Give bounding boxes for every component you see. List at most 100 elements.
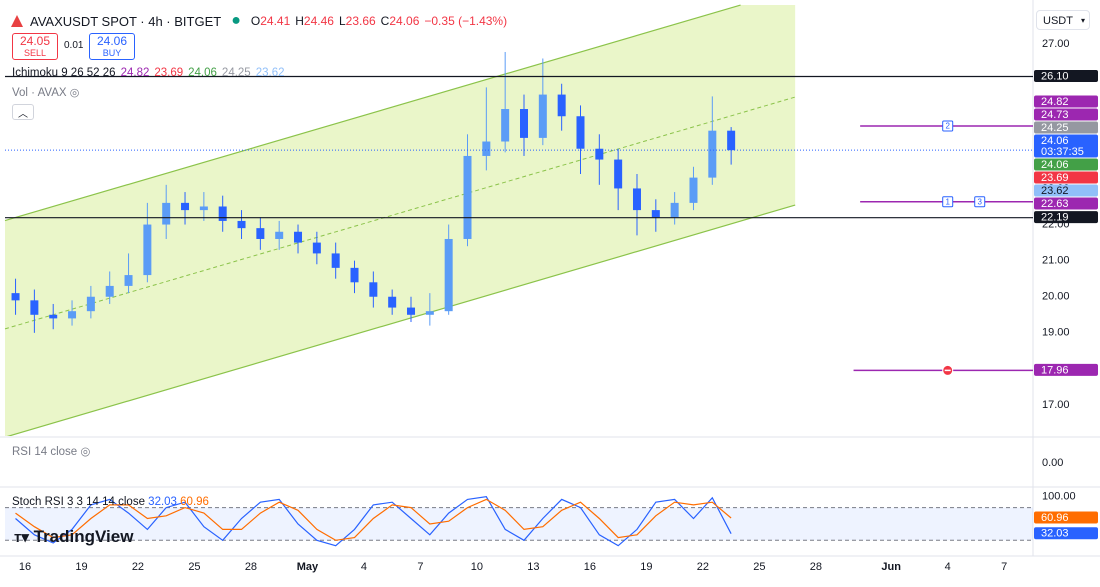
y-tick-label: 100.00	[1042, 491, 1076, 503]
x-tick-label: 13	[527, 561, 539, 573]
candle-body	[30, 300, 39, 315]
candle-body	[670, 202, 679, 218]
candle-body	[105, 285, 114, 297]
x-tick-label: 10	[471, 561, 483, 573]
candle-body	[463, 155, 472, 239]
ichimoku-value: 23.62	[255, 67, 285, 79]
price-tag	[1034, 211, 1098, 224]
stoch-title: Stoch RSI 3 3 14 14 close	[12, 496, 145, 508]
price-tag	[1034, 171, 1098, 184]
price-tag-label: 23.69	[1041, 172, 1069, 184]
ohlc-key: C	[380, 14, 390, 28]
eye-icon[interactable]: ◎	[69, 87, 80, 99]
ray-marker-label: 2	[945, 122, 950, 131]
logo-mark: ᴛ▾	[14, 529, 29, 546]
candle-body	[331, 253, 340, 268]
price-tag	[1034, 158, 1098, 171]
price-tag	[1034, 511, 1098, 524]
channel-fill	[5, 5, 796, 436]
candle-body	[595, 148, 604, 160]
x-tick-label: 28	[245, 561, 257, 573]
candle-body	[275, 231, 284, 239]
logo-text: TradingView	[33, 527, 134, 546]
candle-body	[294, 231, 303, 243]
candle-body	[124, 275, 133, 286]
candle-body	[143, 224, 152, 276]
candle-body	[181, 202, 190, 211]
x-tick-label: 19	[75, 561, 87, 573]
rsi-legend[interactable]: RSI 14 close ◎	[12, 444, 90, 458]
sell-button[interactable]: 24.05 SELL	[12, 33, 58, 60]
buy-label: BUY	[102, 48, 122, 58]
plot	[4, 4, 796, 436]
plot	[5, 496, 1033, 547]
price-tag	[1034, 134, 1098, 158]
x-tick-label: 25	[753, 561, 765, 573]
price-tag	[1034, 363, 1098, 376]
candle-body	[369, 282, 378, 297]
price-tag-label: 24.73	[1041, 109, 1069, 121]
buy-price: 24.06	[96, 34, 128, 48]
ohlc-value: 24.41	[260, 14, 291, 28]
symbol[interactable]: AVAXUSDT SPOT · 4h · BITGET	[30, 13, 222, 29]
ichimoku-value: 24.82	[120, 67, 150, 79]
x-tick-label: 28	[810, 561, 822, 573]
candle-body	[614, 159, 623, 189]
currency-select[interactable]: USDT ▾	[1036, 10, 1090, 30]
ohlc-value: 23.66	[345, 14, 376, 28]
volume-legend[interactable]: Vol · AVAX ◎	[12, 86, 79, 99]
ohlc-key: O	[250, 14, 261, 28]
candle-body	[388, 296, 397, 308]
candle-body	[519, 109, 528, 138]
candle-body	[538, 94, 547, 138]
ichimoku-value: 24.06	[188, 67, 217, 79]
channel-upper	[4, 4, 741, 222]
candle-body	[708, 130, 717, 178]
stoch-line	[15, 498, 732, 541]
caret: ▾	[1080, 16, 1085, 25]
candle-body	[689, 177, 698, 203]
candle-body	[350, 267, 359, 283]
x-tick-label: 16	[584, 561, 596, 573]
x-tick-label: 22	[132, 561, 144, 573]
rsi-title: RSI 14 close	[12, 446, 78, 458]
candle-body	[444, 238, 453, 312]
price-tag-label: 60.96	[1041, 512, 1069, 524]
x-tick-label: 4	[361, 561, 367, 573]
price-tag	[1034, 70, 1098, 83]
price-tag	[1034, 108, 1098, 121]
price-tag-label: 22.19	[1041, 212, 1069, 224]
ohlc-key: L	[338, 14, 346, 28]
candle-body	[218, 206, 227, 221]
candle-body	[576, 116, 585, 149]
ichimoku-title: Ichimoku 9 26 52 26	[12, 67, 116, 79]
ichimoku-legend[interactable]: Ichimoku 9 26 52 26 24.82 23.69 24.06 24.25 2…	[12, 67, 284, 79]
price-tag-countdown: 03:37:35	[1041, 146, 1084, 158]
x-tick-label: 7	[1001, 561, 1007, 573]
x-tick-label: 4	[945, 561, 951, 573]
symbol-icon	[11, 15, 23, 27]
ichimoku-value: 24.25	[221, 67, 251, 79]
logo[interactable]: ᴛ▾ TradingView	[14, 527, 133, 547]
channel-mid	[4, 96, 796, 330]
candle-body	[557, 94, 566, 117]
ohlc: O24.41 H24.46 L23.66 C24.06 −0.35 (−1.43%)	[251, 14, 507, 28]
candle-body	[651, 210, 660, 218]
collapse-button[interactable]: ︿	[12, 104, 34, 120]
candle-body	[162, 202, 171, 225]
y-tick-label: 27.00	[1042, 38, 1070, 50]
candle-body	[501, 109, 510, 142]
candle-body	[632, 188, 641, 211]
price-tag	[1034, 95, 1098, 108]
y-tick-label: 20.00	[1042, 291, 1070, 303]
eye-icon[interactable]: ◎	[80, 446, 91, 458]
price-tag-label: 32.03	[1041, 528, 1069, 540]
buy-button[interactable]: 24.06 BUY	[89, 33, 135, 60]
price-tag-label: 24.25	[1041, 122, 1069, 134]
sell-label: SELL	[23, 48, 47, 58]
stoch-legend[interactable]: Stoch RSI 3 3 14 14 close 32.03 60.96	[12, 496, 209, 508]
price-tag-label: 24.06	[1041, 159, 1069, 171]
price-tag-label: 24.06	[1041, 135, 1069, 147]
